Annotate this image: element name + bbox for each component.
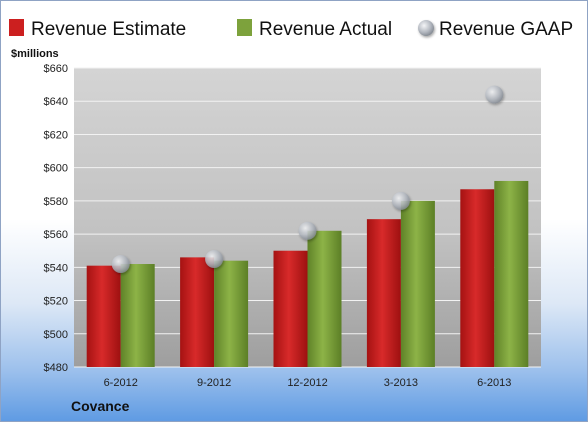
y-tick-label: $560 xyxy=(44,229,68,241)
bars xyxy=(86,180,529,367)
marker-revenue-gaap xyxy=(298,221,317,240)
bar-revenue-actual xyxy=(494,180,529,367)
marker-revenue-gaap xyxy=(485,85,504,104)
legend-swatch xyxy=(9,19,24,36)
y-tick-label: $540 xyxy=(44,262,68,274)
legend-label: Revenue GAAP xyxy=(439,19,573,40)
legend-label: Revenue Estimate xyxy=(31,19,186,40)
bar-revenue-estimate xyxy=(460,189,495,367)
legend-label: Revenue Actual xyxy=(259,19,392,40)
y-tick-label: $580 xyxy=(44,196,68,208)
bar-revenue-actual xyxy=(214,260,249,367)
y-tick-label: $660 xyxy=(44,63,68,75)
y-tick-label: $600 xyxy=(44,163,68,175)
x-tick-label: 3-2013 xyxy=(384,377,418,389)
y-tick-label: $520 xyxy=(44,296,68,308)
y-axis-label: $millions xyxy=(11,48,59,60)
bar-revenue-estimate xyxy=(180,257,215,367)
x-tick-label: 6-2012 xyxy=(104,377,138,389)
bar-revenue-actual xyxy=(400,200,435,367)
legend: Revenue Estimate Revenue Actual Revenue GA… xyxy=(9,19,573,40)
y-axis-ticks: $480 $500 $520 $540 $560 $580 $600 $620 $640 $660 xyxy=(44,63,68,374)
x-tick-label: 6-2013 xyxy=(477,377,511,389)
marker-revenue-gaap xyxy=(205,250,224,269)
x-tick-label: 9-2012 xyxy=(197,377,231,389)
bar-revenue-actual xyxy=(307,230,342,367)
y-tick-label: $500 xyxy=(44,329,68,341)
company-name: Covance xyxy=(71,398,130,414)
legend-swatch xyxy=(418,20,434,36)
x-axis-ticks: 6-2012 9-2012 12-2012 3-2013 6-2013 xyxy=(104,377,512,389)
y-tick-label: $620 xyxy=(44,129,68,141)
bar-revenue-estimate xyxy=(366,219,401,367)
x-tick-label: 12-2012 xyxy=(287,377,327,389)
gaap-markers xyxy=(111,85,504,274)
bar-revenue-estimate xyxy=(273,250,308,367)
y-tick-label: $480 xyxy=(44,362,68,374)
marker-revenue-gaap xyxy=(391,191,410,210)
legend-swatch xyxy=(237,19,252,36)
marker-revenue-gaap xyxy=(111,255,130,274)
bar-revenue-estimate xyxy=(86,265,121,367)
y-tick-label: $640 xyxy=(44,96,68,108)
bar-revenue-actual xyxy=(120,264,155,367)
